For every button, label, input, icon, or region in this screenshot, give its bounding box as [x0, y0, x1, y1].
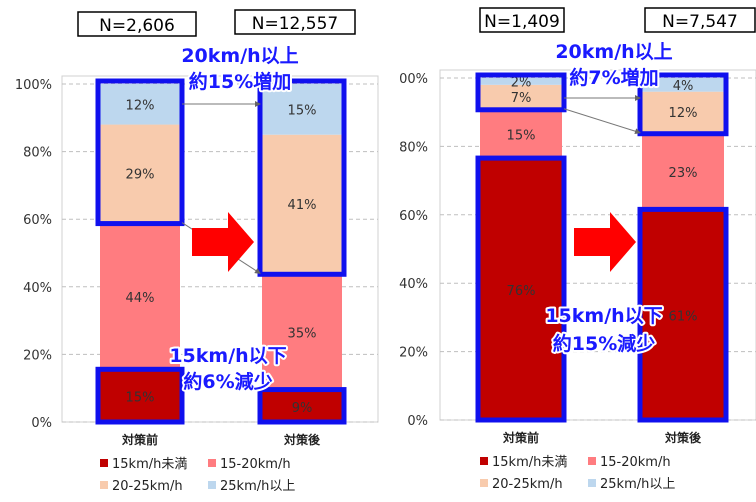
highlight-box-lower	[257, 387, 347, 425]
n-label: N=1,409	[484, 12, 560, 32]
bar-segment	[642, 132, 724, 212]
highlight-box-upper	[475, 72, 567, 113]
bar-data-label: 9%	[292, 401, 313, 416]
bar-segment	[262, 391, 342, 422]
n-label: N=12,557	[252, 14, 338, 34]
bar-data-label: 2%	[511, 75, 532, 90]
n-box	[479, 7, 565, 33]
bar-data-label: 29%	[126, 168, 155, 183]
annotation-decrease-line1: 15km/h以下	[169, 345, 286, 367]
bar-data-label: 23%	[669, 166, 698, 181]
bar-segment	[100, 124, 180, 223]
y-tick-label: 100%	[15, 78, 52, 93]
legend-swatch	[100, 459, 108, 467]
x-category-label: 対策前	[121, 432, 158, 447]
bar-segment	[100, 371, 180, 422]
legend-swatch	[588, 457, 596, 465]
highlight-box-upper	[257, 78, 347, 277]
connector-line	[563, 108, 641, 135]
y-tick-label: 0%	[31, 416, 52, 431]
bar-segment	[262, 134, 342, 274]
legend-swatch	[480, 457, 488, 465]
bar-data-label: 35%	[288, 326, 317, 341]
annotation-increase-line1: 20km/h以上	[181, 45, 298, 67]
legend-label: 15-20km/h	[220, 457, 291, 472]
annotation-decrease-line2: 約6%減少	[183, 370, 272, 393]
y-tick-label: 00%	[399, 72, 428, 87]
red-arrow-icon	[574, 212, 636, 272]
n-box	[644, 7, 756, 33]
bar-data-label: 7%	[511, 91, 532, 106]
x-category-label: 対策後	[664, 430, 702, 445]
y-tick-label: 40%	[399, 277, 428, 292]
x-category-label: 対策後	[283, 432, 321, 447]
bar-segment	[262, 84, 342, 135]
legend-label: 15-20km/h	[600, 455, 671, 470]
legend-swatch	[100, 481, 108, 489]
bar-data-label: 12%	[126, 98, 155, 113]
legend-label: 25km/h以上	[220, 479, 295, 494]
n-label: N=7,547	[662, 12, 738, 32]
bar-segment	[100, 222, 180, 372]
legend-swatch	[480, 479, 488, 487]
x-category-label: 対策前	[502, 430, 539, 445]
legend-swatch	[208, 481, 216, 489]
bar-data-label: 44%	[126, 291, 155, 306]
legend-label: 20-25km/h	[112, 479, 183, 494]
highlight-box-lower	[637, 206, 729, 423]
bar-data-label: 61%	[669, 310, 698, 325]
bar-segment	[642, 211, 724, 420]
legend-label: 25km/h以上	[600, 477, 675, 492]
red-arrow-icon	[192, 212, 254, 272]
y-tick-label: 80%	[399, 140, 428, 155]
bar-segment	[480, 160, 562, 420]
legend-label: 15km/h未満	[112, 457, 187, 472]
chart-2: 0% 20% 40% 60% 80% 00% 76% 61% 15% 23% 7% 12% 2% 4% 対策…	[399, 7, 756, 492]
bar-data-label: 12%	[669, 106, 698, 121]
legend-swatch	[588, 479, 596, 487]
highlight-box-lower	[95, 366, 185, 425]
legend-label: 20-25km/h	[492, 477, 563, 492]
bar-segment	[100, 84, 180, 125]
y-tick-label: 0%	[407, 414, 428, 429]
highlight-box-upper	[95, 78, 185, 227]
annotation-decrease-line1: 15km/h以下	[545, 305, 662, 327]
y-tick-label: 20%	[399, 346, 428, 361]
annotation-increase-line2: 約15%増加	[189, 70, 291, 93]
bar-data-label: 15%	[288, 103, 317, 118]
legend-label: 15km/h未満	[492, 455, 567, 470]
bar-data-label: 15%	[126, 391, 155, 406]
y-tick-label: 60%	[23, 213, 52, 228]
y-tick-label: 20%	[23, 348, 52, 363]
n-box	[77, 11, 197, 37]
bar-segment	[642, 78, 724, 92]
y-tick-label: 60%	[399, 209, 428, 224]
y-tick-label: 80%	[23, 146, 52, 161]
bar-data-label: 4%	[673, 79, 694, 94]
highlight-box-upper	[637, 72, 729, 137]
legend-swatch	[208, 459, 216, 467]
n-label: N=2,606	[99, 16, 175, 36]
bar-segment	[480, 84, 562, 109]
highlight-box-lower	[475, 155, 567, 423]
y-tick-label: 40%	[23, 281, 52, 296]
bar-segment	[480, 108, 562, 161]
bar-segment	[642, 91, 724, 133]
bar-data-label: 41%	[288, 198, 317, 213]
bar-segment	[480, 78, 562, 85]
annotation-decrease-line2: 約15%減少	[553, 332, 655, 355]
annotation-increase-line1: 20km/h以上	[555, 41, 672, 63]
bar-data-label: 15%	[507, 128, 536, 143]
bar-segment	[262, 273, 342, 392]
n-box	[234, 9, 356, 35]
annotation-increase-line2: 約7%増加	[569, 66, 658, 89]
bar-data-label: 76%	[507, 284, 536, 299]
chart-1: 0% 20% 40% 60% 80% 100% 15% 9% 44% 35% 29% 41% 12% 15…	[15, 9, 379, 494]
